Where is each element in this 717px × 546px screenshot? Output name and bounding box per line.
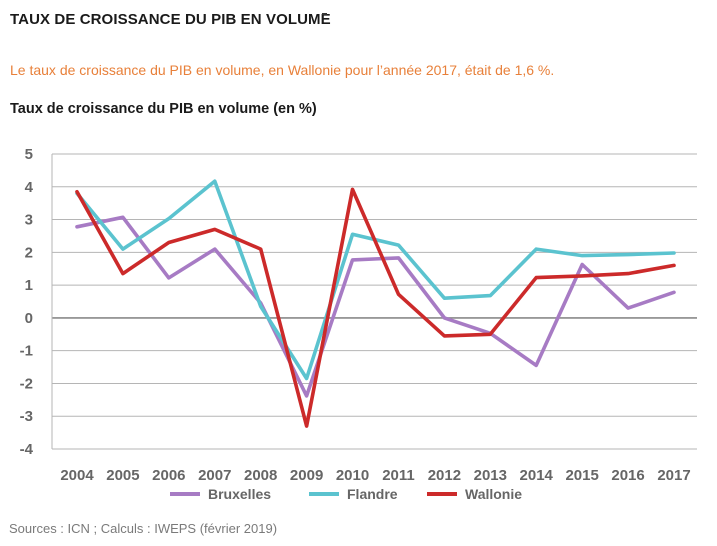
x-tick-label: 2016 bbox=[611, 467, 644, 484]
page-title: TAUX DE CROISSANCE DU PIB EN VOLUME bbox=[10, 11, 331, 28]
y-tick-label: -3 bbox=[20, 408, 33, 425]
legend-label: Bruxelles bbox=[208, 486, 271, 502]
chart-title: Taux de croissance du PIB en volume (en … bbox=[10, 101, 317, 117]
x-tick-label: 2017 bbox=[657, 467, 690, 484]
y-tick-label: 1 bbox=[25, 277, 33, 294]
x-tick-label: 2012 bbox=[428, 467, 461, 484]
x-tick-label: 2008 bbox=[244, 467, 277, 484]
y-tick-label: 2 bbox=[25, 244, 33, 261]
x-tick-label: 2010 bbox=[336, 467, 369, 484]
x-tick-label: 2013 bbox=[474, 467, 507, 484]
x-tick-label: 2006 bbox=[152, 467, 185, 484]
y-tick-label: 4 bbox=[25, 179, 34, 196]
series-line-bruxelles bbox=[75, 215, 676, 398]
legend-item-wallonie: Wallonie bbox=[427, 486, 522, 502]
legend-item-flandre: Flandre bbox=[309, 486, 398, 502]
legend-label: Flandre bbox=[347, 486, 398, 502]
title-rule bbox=[322, 13, 327, 15]
y-tick-label: -4 bbox=[20, 441, 34, 458]
legend-label: Wallonie bbox=[465, 486, 522, 502]
x-tick-label: 2005 bbox=[106, 467, 139, 484]
series-layer bbox=[75, 179, 676, 428]
series-line-wallonie bbox=[75, 187, 676, 428]
label-layer: 5 4 3 2 1 0 -1 -2 -3 -4 2004 2005 2006 2007 2008 2009 20… bbox=[20, 146, 691, 484]
legend: Bruxelles Flandre Wallonie bbox=[170, 486, 522, 502]
y-tick-label: 0 bbox=[25, 310, 33, 327]
x-tick-label: 2011 bbox=[382, 467, 415, 484]
source-note: Sources : ICN ; Calculs : IWEPS (février… bbox=[9, 521, 278, 536]
series-line-flandre bbox=[75, 179, 676, 381]
y-tick-label: -2 bbox=[20, 375, 33, 392]
x-tick-label: 2007 bbox=[198, 467, 231, 484]
y-tick-label: -1 bbox=[20, 343, 33, 360]
x-tick-label: 2014 bbox=[520, 467, 554, 484]
x-tick-label: 2009 bbox=[290, 467, 323, 484]
x-tick-label: 2004 bbox=[60, 467, 94, 484]
x-tick-label: 2015 bbox=[565, 467, 598, 484]
y-tick-label: 5 bbox=[25, 146, 33, 163]
grid-layer bbox=[52, 153, 697, 450]
y-tick-label: 3 bbox=[25, 212, 33, 229]
subtitle: Le taux de croissance du PIB en volume, … bbox=[10, 62, 555, 78]
legend-item-bruxelles: Bruxelles bbox=[170, 486, 271, 502]
